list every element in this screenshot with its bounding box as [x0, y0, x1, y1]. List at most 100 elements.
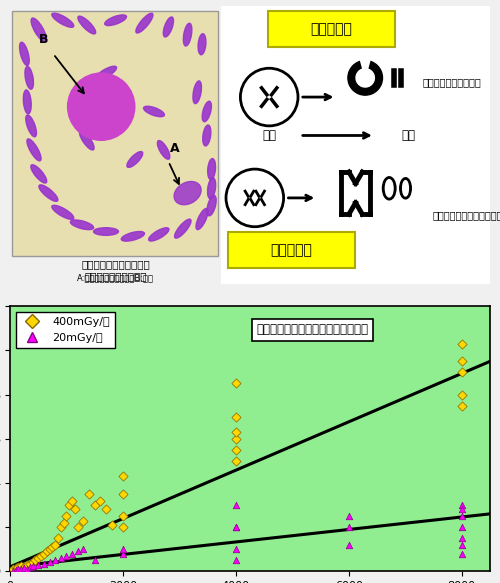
FancyBboxPatch shape: [221, 6, 490, 285]
Point: [458, 533, 466, 543]
Ellipse shape: [70, 220, 94, 230]
Ellipse shape: [31, 165, 47, 183]
Point: [9, 567, 17, 576]
Point: [12, 566, 20, 575]
Point: [458, 500, 466, 510]
Point: [458, 540, 466, 550]
Point: [80, 545, 88, 554]
Point: [345, 540, 353, 550]
Ellipse shape: [202, 125, 211, 146]
Point: [119, 472, 127, 481]
Point: [48, 542, 56, 552]
Point: [14, 562, 22, 571]
Point: [345, 511, 353, 521]
Point: [458, 511, 466, 521]
Ellipse shape: [144, 106, 165, 117]
Point: [232, 500, 240, 510]
Ellipse shape: [24, 90, 31, 114]
FancyBboxPatch shape: [12, 10, 218, 255]
Text: 異常: 異常: [402, 129, 415, 142]
FancyBboxPatch shape: [228, 231, 354, 268]
Text: ヒト染色体の顕微鸜像: ヒト染色体の顕微鸜像: [84, 271, 147, 281]
Text: 環状染色体異常と断片: 環状染色体異常と断片: [423, 78, 482, 87]
Point: [232, 427, 240, 437]
Ellipse shape: [208, 178, 216, 199]
Ellipse shape: [78, 16, 96, 34]
Point: [458, 339, 466, 348]
Ellipse shape: [27, 139, 41, 161]
Point: [23, 560, 31, 570]
Ellipse shape: [20, 42, 29, 65]
Point: [119, 511, 127, 521]
Point: [62, 551, 70, 560]
Point: [54, 533, 62, 543]
Point: [458, 522, 466, 532]
Ellipse shape: [382, 177, 396, 200]
Point: [9, 564, 17, 574]
Point: [26, 559, 34, 568]
Point: [34, 553, 42, 563]
Point: [62, 511, 70, 521]
Point: [28, 558, 36, 567]
Point: [232, 379, 240, 388]
Point: [458, 549, 466, 559]
Legend: 400mGy/日, 20mGy/日: 400mGy/日, 20mGy/日: [16, 312, 116, 348]
Point: [90, 500, 98, 510]
Point: [232, 412, 240, 422]
Text: 二動原体染色体及び環状染色体異常: 二動原体染色体及び環状染色体異常: [256, 324, 368, 336]
Text: 参考：放射線照射をした: 参考：放射線照射をした: [81, 259, 150, 269]
Wedge shape: [348, 61, 382, 95]
Point: [18, 561, 25, 571]
Point: [458, 505, 466, 514]
Point: [57, 553, 65, 563]
Point: [28, 561, 36, 571]
Ellipse shape: [208, 159, 216, 180]
Ellipse shape: [184, 23, 192, 46]
FancyBboxPatch shape: [268, 10, 395, 47]
Point: [119, 522, 127, 532]
Point: [40, 549, 48, 559]
Point: [57, 522, 65, 532]
Ellipse shape: [148, 228, 169, 241]
Ellipse shape: [202, 101, 211, 122]
Point: [74, 547, 82, 556]
Ellipse shape: [104, 15, 126, 26]
Ellipse shape: [193, 81, 202, 104]
Ellipse shape: [386, 180, 393, 197]
Text: A:二動原体染色体異常　B:断片: A:二動原体染色体異常 B:断片: [77, 273, 154, 282]
Point: [232, 545, 240, 554]
Point: [42, 547, 50, 556]
Point: [46, 558, 54, 567]
Point: [20, 562, 28, 571]
Point: [71, 505, 79, 514]
Ellipse shape: [121, 231, 144, 241]
Ellipse shape: [96, 66, 116, 80]
Ellipse shape: [400, 178, 411, 199]
Point: [108, 520, 116, 529]
Point: [74, 522, 82, 532]
Point: [85, 489, 93, 498]
Point: [232, 445, 240, 454]
Point: [18, 564, 25, 574]
Ellipse shape: [39, 185, 58, 201]
Ellipse shape: [174, 219, 191, 238]
Point: [20, 563, 28, 573]
Point: [51, 540, 59, 550]
Ellipse shape: [198, 34, 206, 55]
Ellipse shape: [52, 13, 74, 27]
Point: [51, 556, 59, 565]
Text: B: B: [39, 33, 48, 46]
Point: [96, 496, 104, 505]
Point: [66, 500, 74, 510]
Point: [458, 401, 466, 410]
Point: [40, 559, 48, 568]
Text: A: A: [170, 142, 180, 154]
Point: [345, 522, 353, 532]
Point: [102, 505, 110, 514]
Point: [23, 564, 31, 574]
Text: ２本が変化: ２本が変化: [270, 243, 312, 257]
Ellipse shape: [31, 18, 46, 41]
Point: [14, 564, 22, 574]
Ellipse shape: [207, 195, 216, 216]
Point: [60, 518, 68, 528]
